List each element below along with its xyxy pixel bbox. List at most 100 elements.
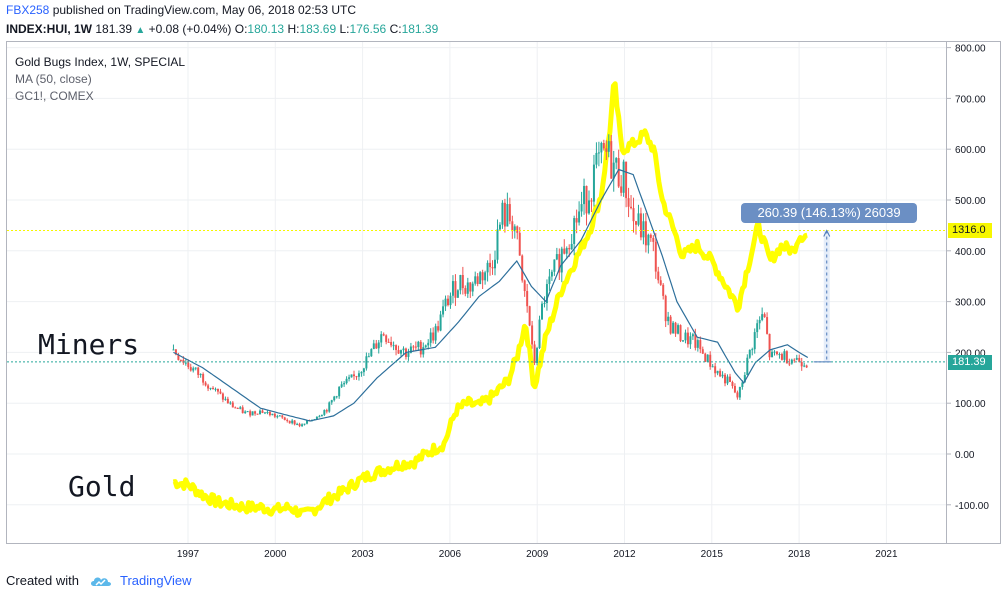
y-tick-label: 200.00 <box>955 348 986 359</box>
plot-area[interactable] <box>6 41 947 544</box>
high-value: 183.69 <box>299 22 337 36</box>
footer: Created with TradingView <box>6 573 192 591</box>
candle-body <box>548 276 551 285</box>
candle-body <box>709 354 712 367</box>
candle-body <box>266 411 269 413</box>
candle-body <box>402 348 405 351</box>
candle-body <box>291 420 294 424</box>
candle-body <box>696 340 699 348</box>
candle-body <box>758 319 761 324</box>
candle-body <box>654 241 657 272</box>
candle-body <box>370 349 373 357</box>
candle-body <box>568 248 571 250</box>
candle-body <box>516 226 519 233</box>
candle-body <box>442 306 445 315</box>
candle-body <box>234 407 237 409</box>
candle-body <box>595 152 598 165</box>
candle-body <box>580 204 583 212</box>
candle-body <box>585 185 588 214</box>
candle-body <box>348 377 351 379</box>
legend-main-series[interactable]: Gold Bugs Index, 1W, SPECIAL <box>15 55 186 69</box>
candle-body <box>179 359 182 361</box>
candle-body <box>214 388 217 390</box>
candle-body <box>251 411 254 416</box>
hui-price-tag: 181.39 <box>948 354 992 370</box>
price-axis[interactable] <box>947 41 1001 544</box>
y-tick-label: 100.00 <box>955 399 986 410</box>
candle-body <box>278 415 281 417</box>
candle-body <box>701 349 704 354</box>
candle-body <box>805 365 808 368</box>
candle-body <box>719 370 722 377</box>
candle-body <box>726 376 729 384</box>
candle-body <box>276 416 279 418</box>
y-tick-label: 700.00 <box>955 94 986 105</box>
candle-body <box>407 352 410 357</box>
x-tick-label: 2000 <box>264 549 287 560</box>
candle-body <box>634 221 637 225</box>
candle-body <box>239 407 242 409</box>
candle-body <box>466 282 469 294</box>
candle-body <box>486 262 489 273</box>
candle-body <box>563 248 566 254</box>
x-tick-label: 2006 <box>439 549 462 560</box>
candle-body <box>328 402 331 412</box>
candle-body <box>553 259 556 272</box>
candle-body <box>189 367 192 371</box>
candle-body <box>318 416 321 418</box>
x-tick-label: 2018 <box>788 549 811 560</box>
candle-body <box>538 319 541 349</box>
candle-body <box>773 351 776 353</box>
tradingview-link[interactable]: TradingView <box>120 573 192 588</box>
candle-body <box>587 200 590 214</box>
legend-gold-overlay[interactable]: GC1!, COMEX <box>15 89 94 103</box>
candle-body <box>501 202 504 225</box>
candle-body <box>513 226 516 232</box>
candle-body <box>642 221 645 238</box>
candle-body <box>558 254 561 273</box>
candle-body <box>689 336 692 345</box>
candle-body <box>736 392 739 398</box>
created-with-text: Created with <box>6 573 79 588</box>
candle-body <box>447 298 450 306</box>
candle-body <box>474 276 477 284</box>
candle-body <box>788 363 791 365</box>
candle-body <box>268 411 271 416</box>
candle-body <box>355 376 358 378</box>
y-tick-label: 800.00 <box>955 44 986 55</box>
candle-body <box>254 411 257 414</box>
candle-body <box>454 281 457 298</box>
legend-ma[interactable]: MA (50, close) <box>15 72 92 86</box>
candle-body <box>174 349 177 355</box>
candle-body <box>775 351 778 355</box>
candle-body <box>533 344 536 363</box>
candle-body <box>184 362 187 364</box>
candle-body <box>320 414 323 417</box>
candle-body <box>592 164 595 202</box>
candle-body <box>677 325 680 334</box>
candle-body <box>798 357 801 363</box>
candle-body <box>800 362 803 367</box>
candle-body <box>780 354 783 360</box>
candle-body <box>301 424 304 427</box>
candle-body <box>691 334 694 337</box>
candle-body <box>679 325 682 341</box>
candle-body <box>439 314 442 331</box>
candle-body <box>249 411 252 416</box>
candle-body <box>639 213 642 238</box>
close-label: C: <box>389 22 402 36</box>
candle-body <box>207 385 210 389</box>
candle-body <box>397 350 400 354</box>
candle-body <box>209 387 212 389</box>
author-link[interactable]: FBX258 <box>6 3 50 17</box>
candle-body <box>686 332 689 345</box>
candle-body <box>521 255 524 281</box>
candle-body <box>711 366 714 368</box>
candle-body <box>528 306 531 326</box>
candle-body <box>298 423 301 427</box>
candle-body <box>662 284 665 296</box>
candle-body <box>771 351 774 358</box>
candle-body <box>231 402 234 408</box>
candle-body <box>763 314 766 318</box>
gold-annotation: Gold <box>68 470 136 503</box>
